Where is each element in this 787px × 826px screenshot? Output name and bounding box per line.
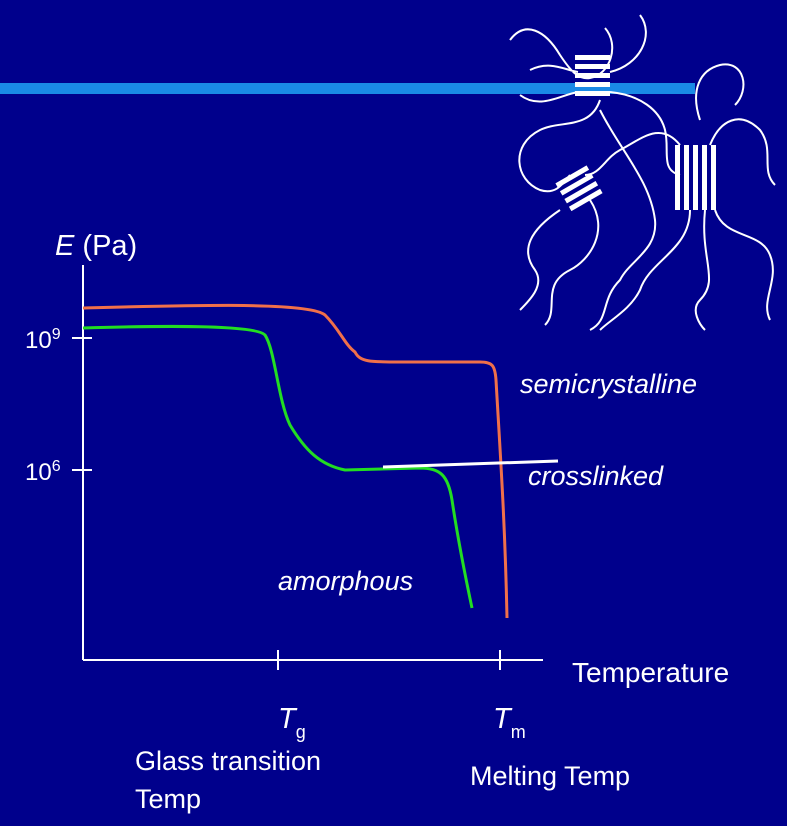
curve-label: semicrystalline (520, 369, 697, 399)
curve-label: amorphous (278, 566, 413, 596)
background (0, 0, 787, 826)
y-axis-label: E (Pa) (55, 230, 137, 262)
tick-base: 10 (25, 327, 52, 354)
tick-exponent: 6 (52, 458, 61, 475)
marker-subscript: g (296, 722, 306, 742)
marker-subscript: m (511, 722, 526, 742)
y-unit: (Pa) (82, 230, 137, 262)
y-symbol: E (55, 230, 75, 262)
tick-base: 10 (25, 459, 52, 486)
slide: E (Pa) 109 106 Temperature semicrystalli… (0, 0, 787, 826)
marker-caption: Glass transition (135, 746, 321, 776)
marker-caption: Melting Temp (470, 761, 630, 791)
marker-caption: Temp (135, 784, 201, 814)
curve-label: crosslinked (528, 461, 664, 491)
x-axis-label: Temperature (572, 657, 729, 688)
tick-exponent: 9 (52, 326, 61, 343)
